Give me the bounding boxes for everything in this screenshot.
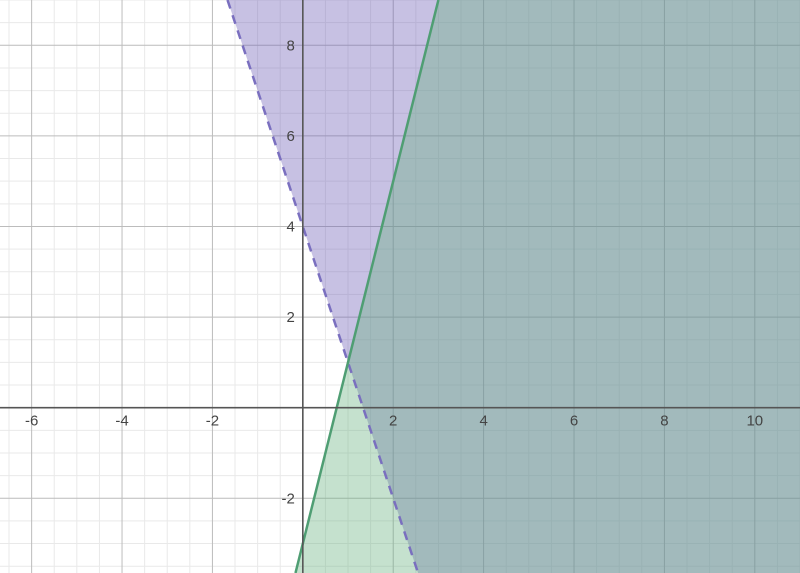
xtick-p6: 6 <box>570 413 578 430</box>
ytick-p6: 6 <box>286 128 294 145</box>
ytick-n2: -2 <box>281 490 294 507</box>
ytick-p8: 8 <box>286 37 294 54</box>
ytick-p2: 2 <box>286 309 294 326</box>
ytick-p4: 4 <box>286 218 294 235</box>
chart-canvas: -6 -4 -2 0 2 4 6 8 10 -2 2 4 6 8 <box>0 0 800 573</box>
xtick-n6: -6 <box>25 413 38 430</box>
shaded-regions <box>227 0 800 573</box>
xtick-p10: 10 <box>746 413 763 430</box>
xtick-n4: -4 <box>115 413 128 430</box>
xtick-n2: -2 <box>206 413 219 430</box>
inequality-chart: -6 -4 -2 0 2 4 6 8 10 -2 2 4 6 8 <box>0 0 800 573</box>
xtick-0: 0 <box>0 0 8 4</box>
xtick-p2: 2 <box>389 413 397 430</box>
xtick-p4: 4 <box>479 413 487 430</box>
xtick-p8: 8 <box>660 413 668 430</box>
